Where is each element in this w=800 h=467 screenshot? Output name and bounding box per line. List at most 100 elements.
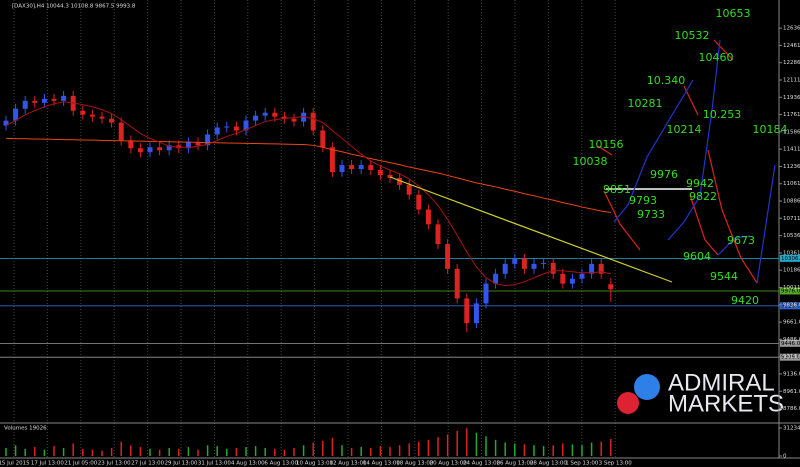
volume-label: Volumes 19026 [4, 426, 47, 432]
y-tick-label: 10011.0 [783, 285, 800, 291]
candle-body [387, 174, 393, 178]
candle-body [291, 118, 297, 122]
candle-body [445, 244, 451, 269]
candle-body [406, 184, 412, 195]
logo-dot [617, 392, 639, 414]
candle-body [89, 114, 95, 117]
candle-body [598, 263, 604, 274]
candle-body [128, 140, 134, 149]
level-label: 9976.0 [781, 288, 800, 294]
candle-body [579, 273, 585, 279]
y-tick-label: 8786.0 [783, 406, 800, 412]
blue-leg [717, 235, 751, 256]
chart-title: [DAX30],H4 10044.3 10108.8 9867.5 9993.8 [12, 4, 136, 10]
logo-text: MARKETS [668, 390, 784, 417]
candle-body [281, 116, 287, 119]
annotation: 9733 [637, 208, 665, 221]
annotation: 9822 [689, 190, 717, 203]
annotation: 9673 [727, 234, 755, 247]
candle-body [118, 122, 124, 141]
candle-body [512, 258, 518, 264]
annotation: 10.253 [703, 108, 742, 121]
y-tick-label: 11761.0 [783, 112, 800, 118]
candle-body [185, 142, 191, 149]
candle-body [560, 273, 566, 284]
candle-body [435, 224, 441, 245]
annotation: 10214 [667, 123, 702, 136]
x-tick-label: 27 Jul 13:00 [131, 461, 164, 467]
y-tick-label: 10361.0 [783, 250, 800, 256]
y-tick-label: 11061.0 [783, 181, 800, 187]
candle-body [464, 298, 470, 324]
candle-body [272, 112, 278, 117]
red-leg [713, 39, 734, 61]
level-label: 10306.0 [781, 256, 800, 262]
candle-body [262, 112, 268, 116]
candle-body [51, 98, 57, 101]
red-leg [689, 194, 719, 256]
candle-body [137, 148, 143, 153]
x-tick-label: 6 Aug 13:00 [264, 461, 298, 467]
y-tick-label: 12461.0 [783, 43, 800, 49]
moving-average [5, 101, 611, 287]
annotations: 10653 10532 10460 10.340 10281 10.253 10… [573, 7, 788, 307]
level-label: 9826.0 [781, 303, 800, 309]
candle-body [589, 263, 595, 274]
annotation: 10653 [716, 7, 751, 20]
volume-tick-label: 31234 [783, 426, 800, 432]
candle-body [531, 263, 537, 269]
candle-body [147, 147, 153, 153]
x-tick-label: 28 Aug 13:00 [530, 461, 568, 467]
candle-body [425, 209, 431, 225]
annotation: 10532 [675, 29, 710, 42]
candle-body [569, 278, 575, 284]
candle-body [502, 263, 508, 274]
y-tick-label: 9836.0 [783, 302, 800, 308]
x-tick-label: 20 Aug 13:00 [430, 461, 468, 467]
level-tag [780, 353, 800, 361]
plot [3, 90, 614, 456]
y-tick-label: 12111.0 [783, 77, 800, 83]
candle-body [349, 165, 355, 170]
y-tick-label: 10886.0 [783, 199, 800, 205]
candle-body [233, 126, 239, 131]
annotation: 10.340 [647, 74, 686, 87]
y-tick-label: 9661.0 [783, 320, 800, 326]
annotation: 10038 [573, 155, 608, 168]
projection-lines [389, 39, 776, 284]
level-tag [780, 254, 800, 262]
candle-body [61, 95, 67, 101]
x-tick-label: 3 Sep 13:00 [599, 461, 633, 467]
candle-body [3, 120, 9, 126]
candle-body [416, 194, 422, 210]
blue-leg [667, 39, 721, 241]
candle-body [214, 127, 220, 135]
candle-body [483, 283, 489, 304]
annotation: 10460 [699, 51, 734, 64]
logo-text: ADMIRAL [668, 369, 775, 396]
logo: ADMIRAL MARKETS [617, 369, 784, 417]
annotation: 9604 [683, 250, 711, 263]
candle-body [329, 147, 335, 172]
candle-body [358, 165, 364, 170]
candle-body [224, 126, 230, 128]
x-tick-label: 12 Aug 13:00 [329, 461, 367, 467]
candle-body [166, 145, 172, 151]
volume-tick-label: 0 [783, 454, 787, 460]
blue-leg [613, 79, 694, 223]
x-tick-label: 23 Jul 13:00 [98, 461, 131, 467]
candle-body [377, 170, 383, 175]
levels: 10306.0 9976.0 9826.0 9446.0 9306.0 [0, 254, 800, 361]
y-tick-label: 10536.0 [783, 233, 800, 239]
annotation: 9420 [731, 294, 759, 307]
level-tag [780, 339, 800, 347]
annotation: 9976 [650, 168, 678, 181]
x-tick-label: 31 Jul 13:00 [198, 461, 231, 467]
candle-body [493, 273, 499, 284]
candle-body [205, 134, 211, 146]
y-tick-label: 9486.0 [783, 337, 800, 343]
x-tick-label: 10 Aug 13:00 [296, 461, 334, 467]
x-tick-label: 21 Jul 05:00 [64, 461, 97, 467]
